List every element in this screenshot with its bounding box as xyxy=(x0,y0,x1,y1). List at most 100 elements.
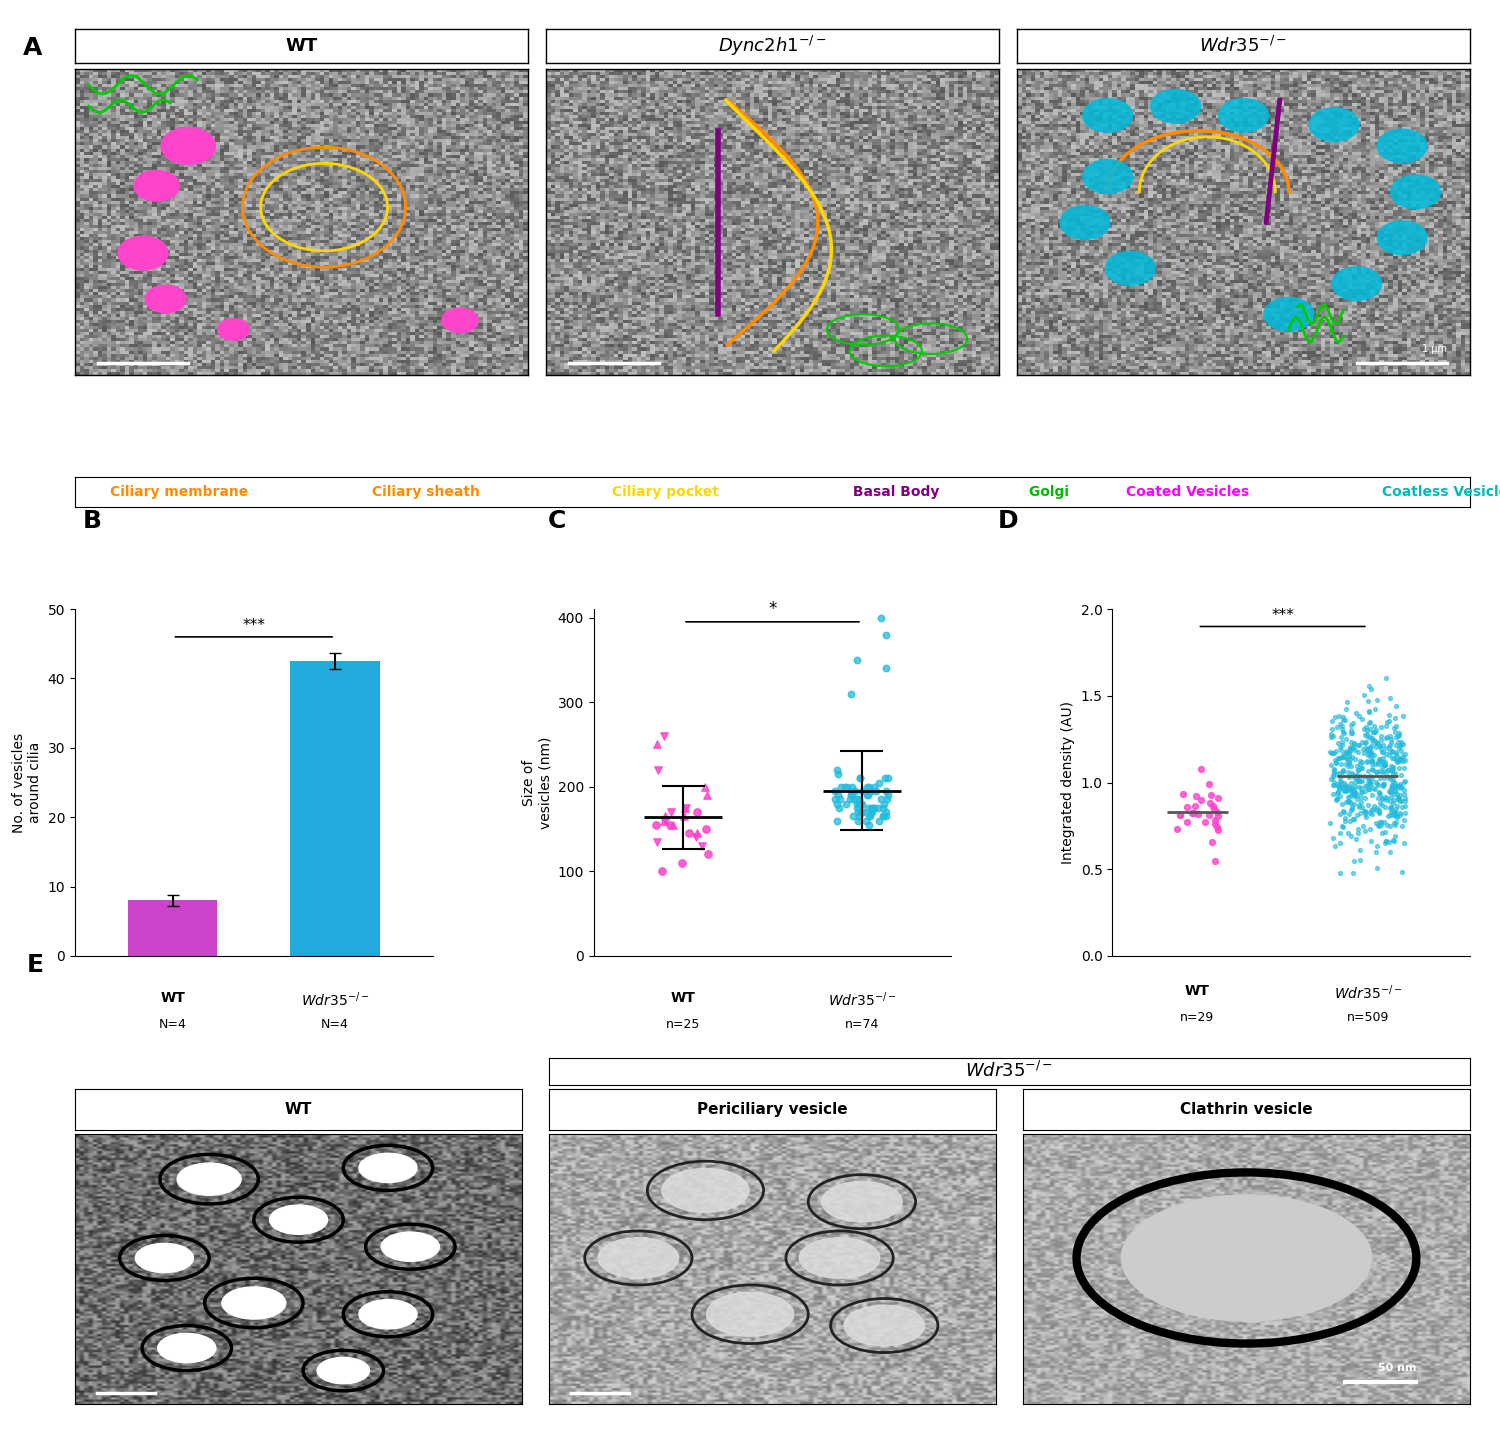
Point xyxy=(645,830,669,853)
Point xyxy=(1364,721,1388,744)
Point xyxy=(1324,788,1348,811)
Point xyxy=(652,805,676,828)
Text: WT: WT xyxy=(1185,983,1210,997)
Point xyxy=(870,788,894,811)
Point xyxy=(1383,811,1407,834)
Point xyxy=(856,797,880,820)
Circle shape xyxy=(1106,252,1155,285)
Point xyxy=(1353,800,1377,823)
Point xyxy=(1320,782,1344,805)
Point xyxy=(1353,724,1377,747)
Point xyxy=(868,606,892,629)
Point xyxy=(1382,788,1406,811)
Point xyxy=(1330,709,1354,732)
Point xyxy=(1329,752,1353,775)
Point xyxy=(1392,744,1416,767)
Text: $\mathit{Wdr35}^{-/-}$: $\mathit{Wdr35}^{-/-}$ xyxy=(966,1060,1053,1080)
Point xyxy=(1335,728,1359,751)
Point xyxy=(1388,788,1411,811)
Point xyxy=(674,797,698,820)
Point xyxy=(1336,777,1360,800)
Point xyxy=(1364,761,1388,784)
Point xyxy=(1320,742,1344,765)
Point xyxy=(1330,759,1354,782)
Point xyxy=(1356,749,1380,772)
Point xyxy=(1336,751,1360,774)
Point xyxy=(1332,774,1356,797)
Point xyxy=(1353,820,1377,843)
Point xyxy=(1322,764,1346,787)
Circle shape xyxy=(1377,129,1426,163)
Point xyxy=(1359,678,1383,701)
Point xyxy=(1388,774,1411,797)
Point xyxy=(825,792,849,815)
Point xyxy=(1360,727,1384,749)
Point xyxy=(836,775,860,798)
Point xyxy=(1383,798,1407,821)
Point xyxy=(1388,748,1411,771)
Circle shape xyxy=(1218,99,1269,132)
Point xyxy=(1338,775,1362,798)
Point xyxy=(1334,752,1358,775)
Circle shape xyxy=(135,1244,194,1273)
Point xyxy=(1332,744,1356,767)
Point xyxy=(1322,765,1346,788)
Point xyxy=(1364,698,1388,721)
Point xyxy=(1356,767,1380,790)
Point xyxy=(1365,761,1389,784)
Point xyxy=(1394,742,1417,765)
Circle shape xyxy=(358,1154,417,1182)
Point xyxy=(1350,731,1374,754)
Point xyxy=(693,775,717,798)
Point xyxy=(1364,798,1388,821)
Point xyxy=(1350,708,1374,731)
Point xyxy=(1322,774,1346,797)
Text: 50 nm: 50 nm xyxy=(1378,1363,1416,1373)
Point xyxy=(1318,811,1342,834)
Point xyxy=(839,788,862,811)
Point xyxy=(1383,804,1407,827)
Circle shape xyxy=(134,171,178,201)
Point xyxy=(876,784,900,807)
Point xyxy=(1384,749,1408,772)
Point xyxy=(1334,698,1358,721)
Point xyxy=(1359,772,1383,795)
Point xyxy=(1383,801,1407,824)
Point xyxy=(1335,741,1359,764)
Point xyxy=(1382,757,1406,780)
Point xyxy=(1390,732,1414,755)
Circle shape xyxy=(381,1232,440,1261)
Point xyxy=(1376,711,1400,734)
Point xyxy=(1350,785,1374,808)
Point xyxy=(1389,732,1413,755)
Point xyxy=(1359,741,1383,764)
Point xyxy=(1374,788,1398,811)
Point xyxy=(1186,802,1210,825)
Point xyxy=(1329,814,1353,837)
Point xyxy=(1347,768,1371,791)
Text: Golgi: Golgi xyxy=(1024,486,1069,499)
Point xyxy=(1166,817,1190,840)
Point xyxy=(1368,725,1392,748)
Point xyxy=(1326,775,1350,798)
Point xyxy=(1359,725,1383,748)
Point xyxy=(1358,774,1382,797)
Text: Coated Vesicles: Coated Vesicles xyxy=(1120,486,1248,499)
Point xyxy=(1360,721,1384,744)
Point xyxy=(1358,777,1382,800)
Point xyxy=(1371,747,1395,770)
Point xyxy=(1328,775,1352,798)
Point xyxy=(1182,795,1206,818)
Point xyxy=(867,771,891,794)
Point xyxy=(1329,821,1353,844)
Text: ***: *** xyxy=(243,619,266,633)
Point xyxy=(1338,798,1362,821)
Point xyxy=(1353,787,1377,810)
Point xyxy=(1203,850,1227,873)
Point xyxy=(1332,778,1356,801)
Point xyxy=(1382,830,1406,853)
Point xyxy=(1372,759,1396,782)
Point xyxy=(1380,800,1404,823)
Y-axis label: Integrated density (AU): Integrated density (AU) xyxy=(1060,701,1076,864)
Point xyxy=(1326,781,1350,804)
